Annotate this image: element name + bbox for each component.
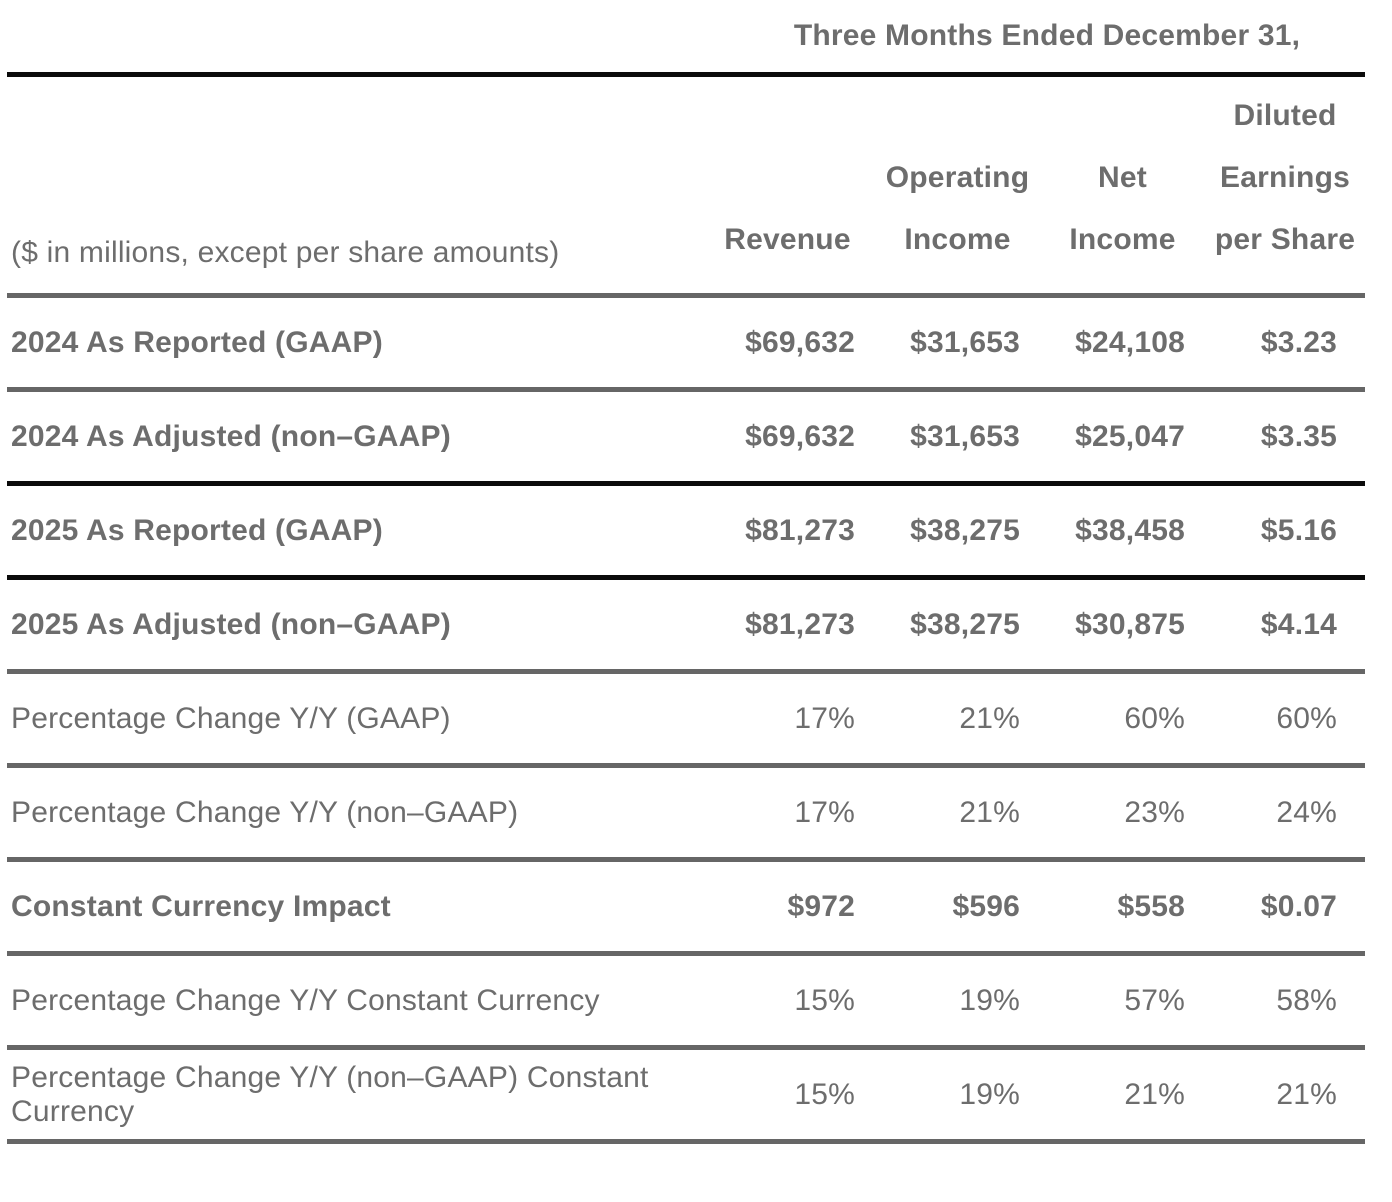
cell-value: $972 <box>700 859 875 956</box>
cell-value: $38,275 <box>875 483 1040 580</box>
cell-value: 19% <box>875 1047 1040 1144</box>
table-row-2024-adjusted: 2024 As Adjusted (non–GAAP) $69,632 $31,… <box>7 389 1365 486</box>
cell-value: $81,273 <box>700 577 875 674</box>
table-row-2025-adjusted: 2025 As Adjusted (non–GAAP) $81,273 $38,… <box>7 577 1365 674</box>
row-label: 2025 As Adjusted (non–GAAP) <box>7 577 700 674</box>
cell-value: 23% <box>1040 765 1205 862</box>
table-row-pct-change-non-gaap: Percentage Change Y/Y (non–GAAP) 17% 21%… <box>7 765 1365 862</box>
cell-value: $558 <box>1040 859 1205 956</box>
column-header-line: Diluted <box>1233 99 1337 132</box>
cell-value: $81,273 <box>700 483 875 580</box>
row-label: 2024 As Reported (GAAP) <box>7 295 700 392</box>
cell-value: 60% <box>1205 671 1365 768</box>
table-row-pct-change-gaap: Percentage Change Y/Y (GAAP) 17% 21% 60%… <box>7 671 1365 768</box>
cell-value: 57% <box>1040 953 1205 1050</box>
cell-value: $24,108 <box>1040 295 1205 392</box>
cell-value: 60% <box>1040 671 1205 768</box>
column-header-line: Operating <box>885 161 1030 194</box>
cell-value: $31,653 <box>875 295 1040 392</box>
cell-value: 17% <box>700 671 875 768</box>
cell-value: 21% <box>1040 1047 1205 1144</box>
cell-value: 24% <box>1205 765 1365 862</box>
cell-value: $69,632 <box>700 295 875 392</box>
row-label: 2025 As Reported (GAAP) <box>7 483 700 580</box>
cell-value: $3.23 <box>1205 295 1365 392</box>
column-header-operating-income: Operating Income <box>875 74 1040 298</box>
cell-value: $5.16 <box>1205 483 1365 580</box>
cell-value: 17% <box>700 765 875 862</box>
cell-value: $4.14 <box>1205 577 1365 674</box>
row-label: Percentage Change Y/Y (non–GAAP) Constan… <box>7 1047 700 1144</box>
period-header-row: Three Months Ended December 31, <box>0 0 1392 72</box>
column-header-line: Revenue <box>724 223 851 256</box>
table-row-2025-reported: 2025 As Reported (GAAP) $81,273 $38,275 … <box>7 483 1365 580</box>
cell-value: 15% <box>700 953 875 1050</box>
column-header-diluted-eps: Diluted Earnings per Share <box>1205 74 1365 298</box>
cell-value: 21% <box>875 671 1040 768</box>
column-header-line: per Share <box>1214 223 1356 256</box>
column-header-revenue: Revenue <box>700 74 875 298</box>
cell-value: $3.35 <box>1205 389 1365 486</box>
period-header: Three Months Ended December 31, <box>793 19 1301 52</box>
column-header-net-income: Net Income <box>1040 74 1205 298</box>
cell-value: $31,653 <box>875 389 1040 486</box>
cell-value: $69,632 <box>700 389 875 486</box>
cell-value: $38,275 <box>875 577 1040 674</box>
row-label: Constant Currency Impact <box>7 859 700 956</box>
table-row-constant-currency-impact: Constant Currency Impact $972 $596 $558 … <box>7 859 1365 956</box>
table-row-2024-reported: 2024 As Reported (GAAP) $69,632 $31,653 … <box>7 295 1365 392</box>
cell-value: $596 <box>875 859 1040 956</box>
cell-value: 19% <box>875 953 1040 1050</box>
unit-note: ($ in millions, except per share amounts… <box>7 74 700 298</box>
cell-value: 58% <box>1205 953 1365 1050</box>
cell-value: 21% <box>1205 1047 1365 1144</box>
row-label: 2024 As Adjusted (non–GAAP) <box>7 389 700 486</box>
row-label: Percentage Change Y/Y (GAAP) <box>7 671 700 768</box>
column-header-line: Earnings <box>1220 161 1350 194</box>
table-row-pct-change-constant-currency: Percentage Change Y/Y Constant Currency … <box>7 953 1365 1050</box>
cell-value: 15% <box>700 1047 875 1144</box>
cell-value: $25,047 <box>1040 389 1205 486</box>
cell-value: 21% <box>875 765 1040 862</box>
column-header-row: ($ in millions, except per share amounts… <box>7 74 1365 298</box>
column-header-line: Income <box>904 223 1011 256</box>
row-label: Percentage Change Y/Y (non–GAAP) <box>7 765 700 862</box>
row-label: Percentage Change Y/Y Constant Currency <box>7 953 700 1050</box>
table-row-pct-change-non-gaap-constant-currency: Percentage Change Y/Y (non–GAAP) Constan… <box>7 1047 1365 1144</box>
cell-value: $38,458 <box>1040 483 1205 580</box>
financial-results-table: ($ in millions, except per share amounts… <box>7 72 1365 1144</box>
column-header-line: Net Income <box>1069 161 1176 256</box>
cell-value: $30,875 <box>1040 577 1205 674</box>
cell-value: $0.07 <box>1205 859 1365 956</box>
